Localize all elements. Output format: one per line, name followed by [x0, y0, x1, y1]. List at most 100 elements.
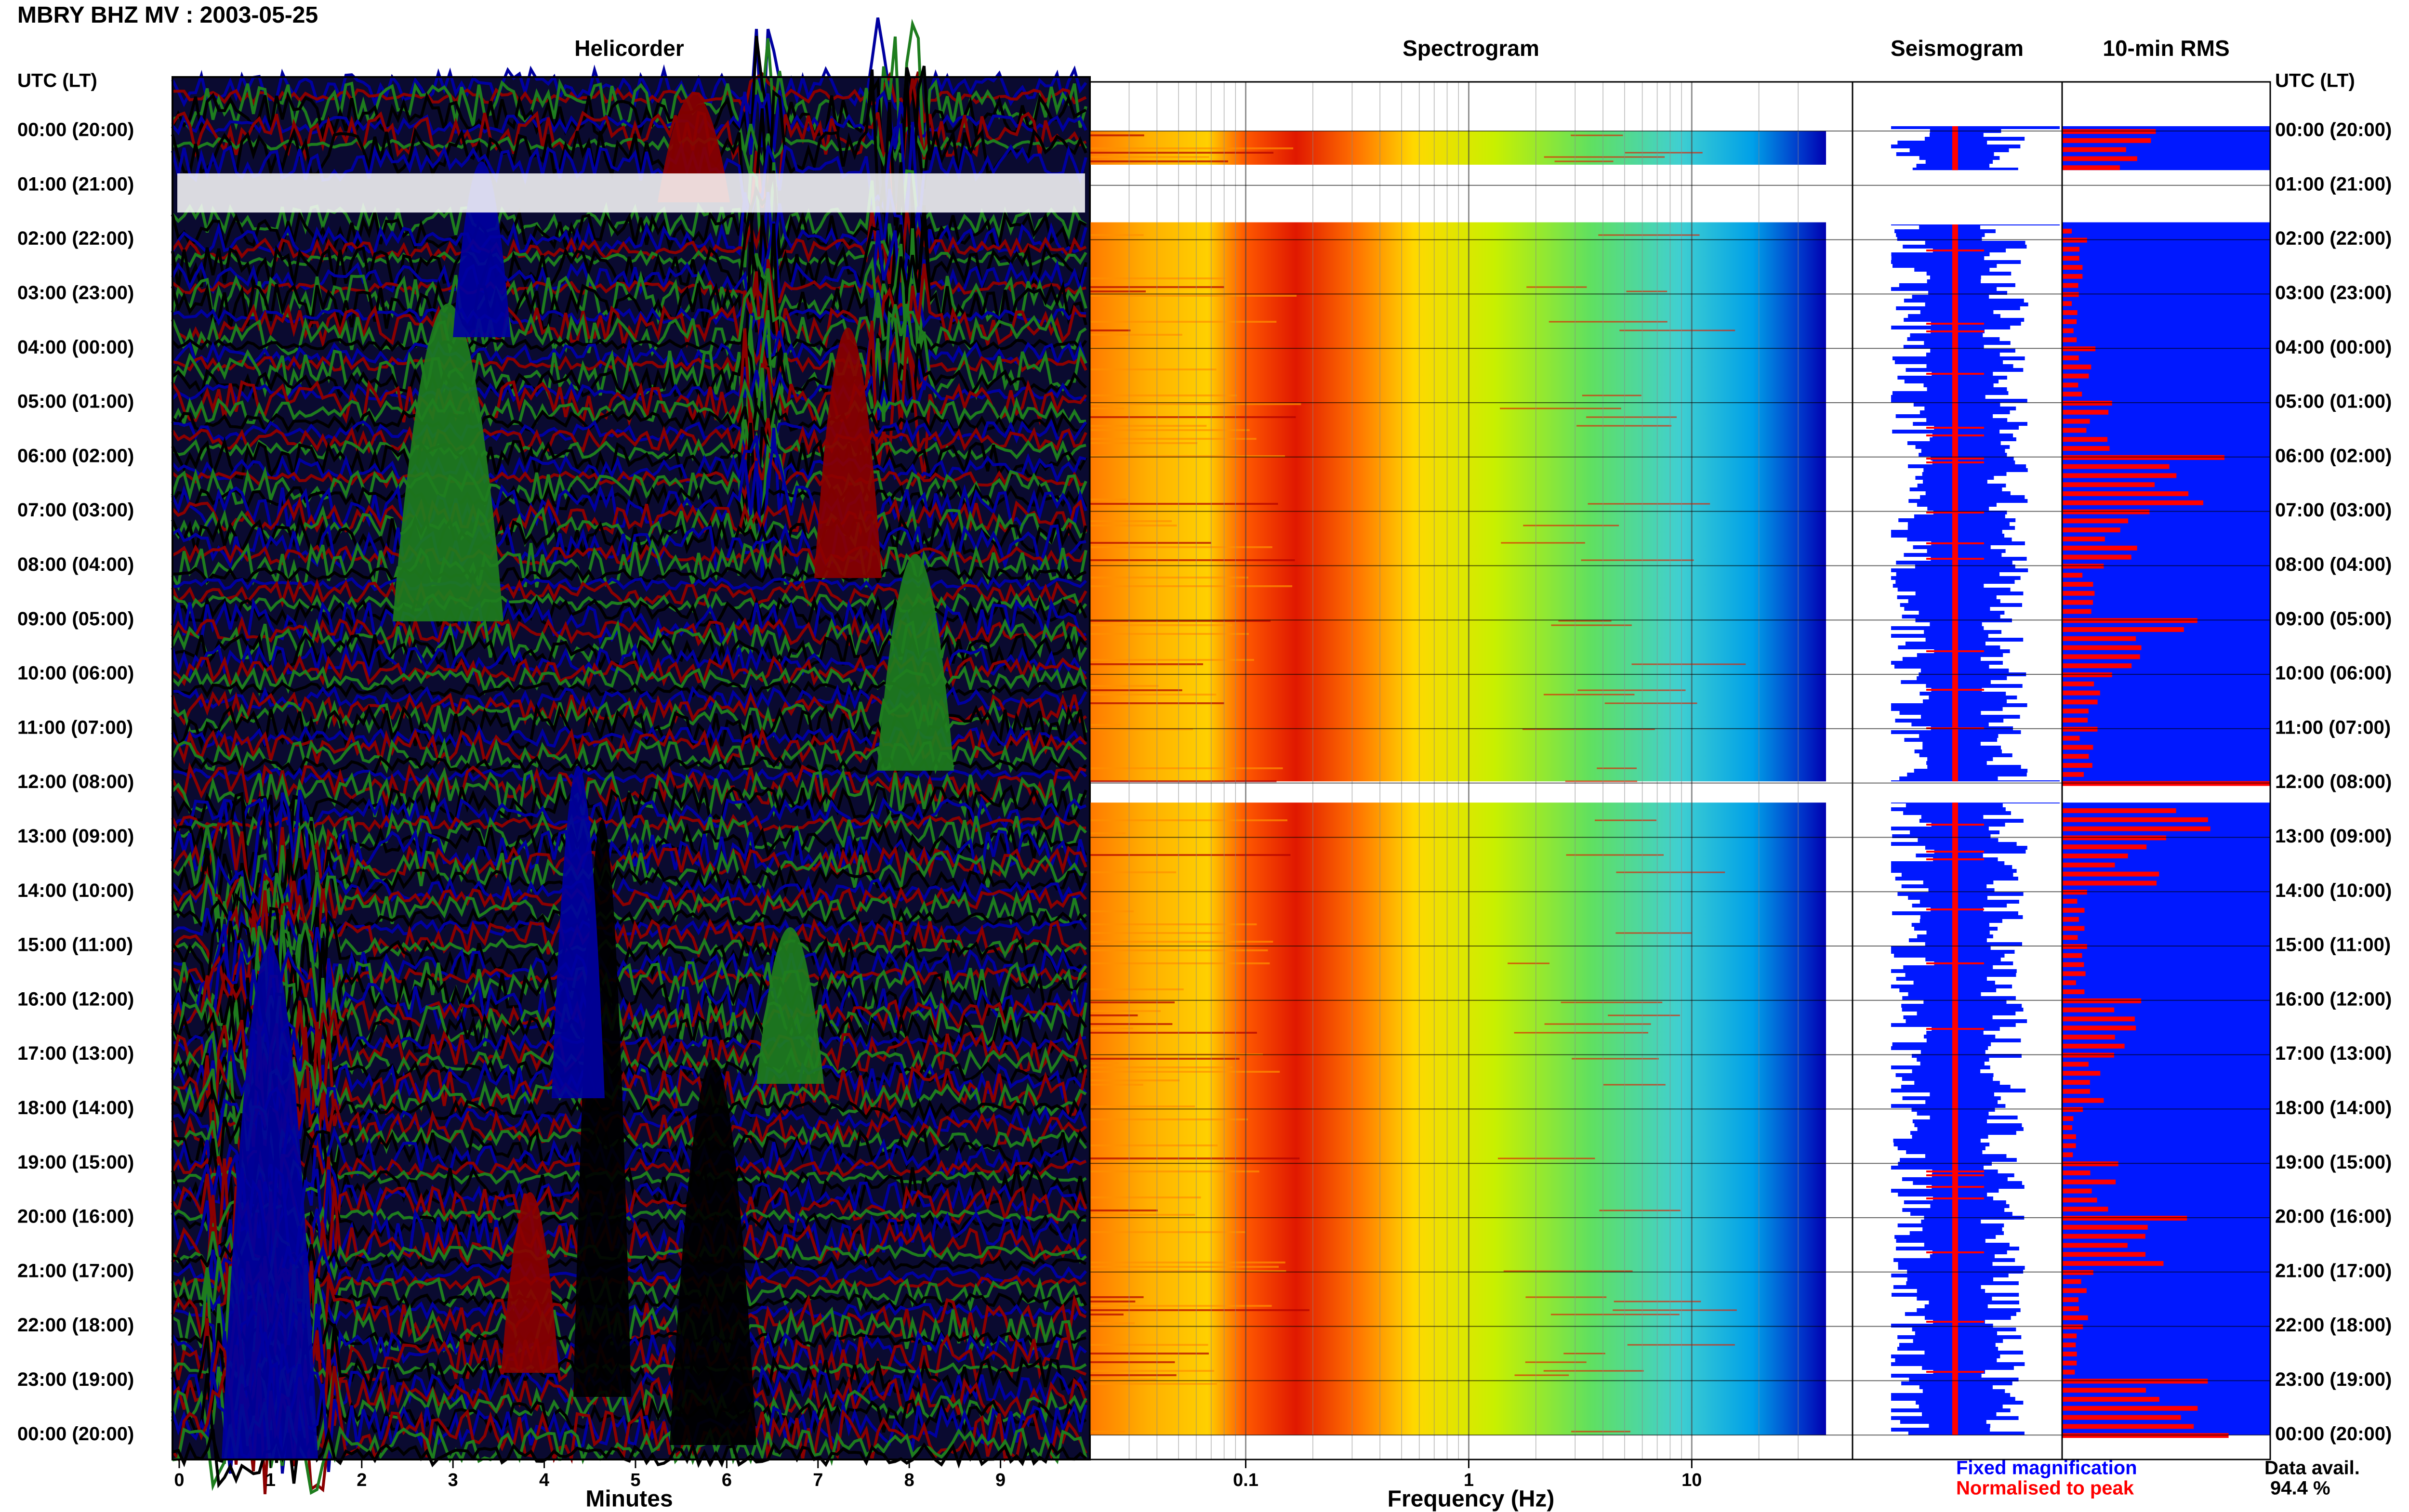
helicorder-trace — [171, 1186, 1087, 1304]
rms-bar — [2062, 772, 2084, 777]
rms-bar — [2062, 554, 2131, 560]
rms-bar — [2062, 527, 2120, 533]
rms-title: 10-min RMS — [2103, 36, 2229, 61]
time-label-left: 14:00 (10:00) — [17, 880, 134, 901]
helicorder-trace — [171, 1088, 1087, 1157]
rms-bar — [2062, 899, 2078, 904]
helicorder-trace — [171, 1000, 1087, 1112]
rms-bar — [2062, 473, 2177, 478]
rms-bar — [2062, 392, 2082, 397]
rms-bar — [2062, 301, 2072, 306]
rms-bar — [2062, 881, 2157, 886]
helicorder-x-tick-label: 5 — [630, 1470, 640, 1490]
minutes-label: Minutes — [585, 1486, 673, 1512]
time-label-right: 16:00 (12:00) — [2275, 988, 2392, 1010]
helicorder-trace — [171, 318, 1087, 398]
helicorder-x-tick-label: 2 — [357, 1470, 367, 1490]
rms-bar — [2062, 310, 2078, 315]
helicorder-x-tick-label: 8 — [904, 1470, 914, 1490]
time-label-right: 09:00 (05:00) — [2275, 608, 2392, 630]
rms-bar — [2062, 663, 2132, 669]
helicorder-trace — [172, 1156, 1087, 1197]
rms-bar — [2062, 373, 2089, 379]
time-label-right: 08:00 (04:00) — [2275, 554, 2392, 575]
rms-bar — [2062, 283, 2078, 288]
spectrogram-x-tick-label: 1 — [1464, 1470, 1474, 1490]
helicorder-event — [814, 328, 882, 578]
rms-bar — [2062, 437, 2108, 442]
helicorder-trace — [172, 269, 1086, 314]
helicorder-trace — [172, 290, 1086, 348]
rms-bar — [2062, 1315, 2088, 1320]
helicorder-trace — [172, 1277, 1087, 1325]
rms-bar — [2062, 1152, 2073, 1157]
helicorder-event — [393, 303, 503, 621]
helicorder-trace — [171, 855, 1087, 921]
rms-bar — [2062, 1406, 2198, 1411]
helicorder-trace — [171, 217, 1087, 379]
rms-bar — [2062, 409, 2109, 415]
rms-bar — [2062, 980, 2076, 986]
helicorder-trace — [172, 1244, 1087, 1300]
helicorder-trace — [172, 520, 1086, 571]
rms-bar — [2062, 681, 2094, 686]
time-label-right: 23:00 (19:00) — [2275, 1369, 2392, 1390]
time-label-right: 13:00 (09:00) — [2275, 826, 2392, 847]
rms-bar — [2062, 1279, 2081, 1284]
page-title: MBRY BHZ MV : 2003-05-25 — [17, 2, 318, 28]
helicorder-x-tick-label: 0 — [174, 1470, 184, 1490]
rms-bar — [2062, 971, 2086, 976]
rms-bar — [2062, 935, 2078, 940]
rms-bar — [2062, 1342, 2076, 1348]
rms-bar — [2062, 718, 2088, 723]
rms-bar — [2062, 446, 2110, 451]
spectrogram-title: Spectrogram — [1403, 36, 1539, 61]
helicorder-x-tick-label: 4 — [539, 1470, 549, 1490]
spectrogram-band — [1090, 222, 1826, 782]
helicorder-trace — [172, 339, 1087, 426]
rms-bar — [2062, 745, 2093, 750]
helicorder-trace — [172, 920, 1087, 975]
helicorder-event — [552, 766, 605, 1098]
fixed-magnification-legend: Fixed magnification — [1956, 1458, 2137, 1479]
helicorder-trace — [171, 17, 1087, 147]
time-label-left: 04:00 (00:00) — [17, 337, 134, 358]
rms-bar — [2062, 1252, 2146, 1257]
time-label-left: 01:00 (21:00) — [17, 173, 134, 195]
rms-background — [2062, 802, 2270, 1435]
rms-bar — [2062, 1288, 2087, 1293]
rms-bar — [2062, 428, 2087, 433]
helicorder-x-tick-label: 6 — [722, 1470, 732, 1490]
rms-bar — [2062, 1043, 2125, 1049]
rms-bar — [2062, 1125, 2073, 1130]
rms-bar — [2062, 763, 2092, 768]
rms-bar — [2062, 265, 2083, 270]
helicorder-trace — [172, 1056, 1087, 1144]
rms-bar — [2062, 256, 2079, 261]
helicorder-trace — [172, 1086, 1087, 1150]
rms-bar — [2062, 1297, 2078, 1302]
rms-bar — [2062, 491, 2189, 496]
rms-bar — [2062, 1224, 2148, 1230]
rms-bar — [2062, 907, 2085, 913]
data-avail-value: 94.4 % — [2270, 1478, 2330, 1499]
rms-bar — [2062, 754, 2089, 759]
rms-bar — [2062, 147, 2126, 152]
rms-bar — [2062, 600, 2093, 605]
rms-bar — [2062, 482, 2155, 487]
rms-bar — [2062, 627, 2184, 632]
time-label-left: 15:00 (11:00) — [17, 934, 133, 956]
rms-bar — [2062, 1026, 2136, 1031]
time-label-right: 05:00 (01:00) — [2275, 391, 2392, 412]
helicorder-trace — [172, 576, 1087, 592]
helicorder-trace — [171, 784, 1087, 825]
rms-bar — [2062, 1415, 2181, 1420]
helicorder-trace — [171, 443, 1087, 544]
rms-bar — [2062, 1397, 2159, 1402]
rms-bar — [2062, 1388, 2146, 1393]
rms-bar — [2062, 1080, 2090, 1085]
rms-bar — [2062, 156, 2137, 161]
time-label-left: 00:00 (20:00) — [17, 1423, 134, 1445]
rms-bar — [2062, 582, 2093, 587]
helicorder-trace — [172, 18, 1087, 176]
